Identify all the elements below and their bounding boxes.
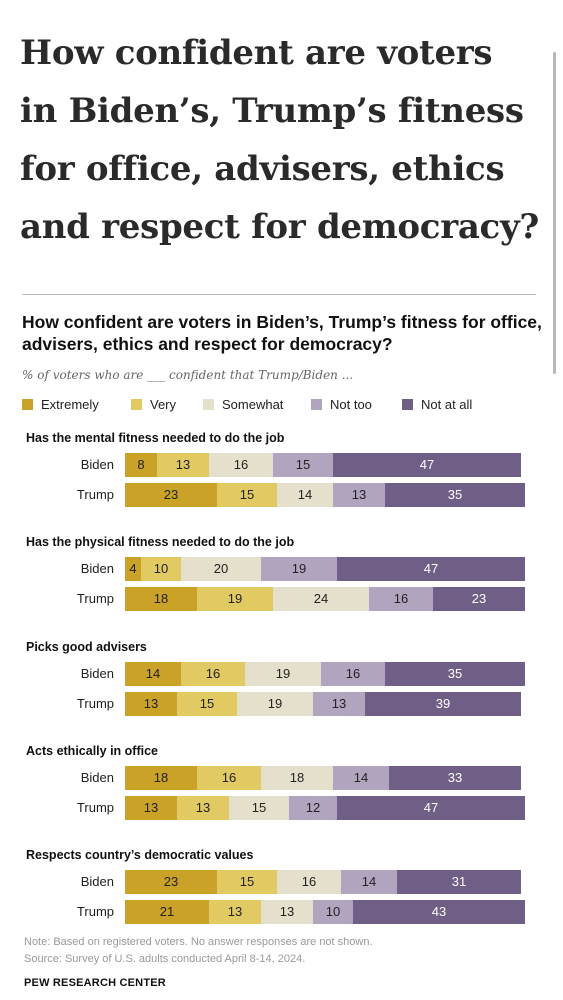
bar-segment-somewhat: 14 xyxy=(277,483,333,507)
headline: How confident are voters in Biden’s, Tru… xyxy=(20,33,540,247)
row-label-trump: Trump xyxy=(76,904,114,919)
group-title: Acts ethically in office xyxy=(26,744,158,758)
bar-segment-not-at-all: 33 xyxy=(389,766,521,790)
bar-row: 8 13 16 15 47 xyxy=(125,453,525,477)
bar-segment-very: 15 xyxy=(217,870,277,894)
bar-segment-not-at-all: 43 xyxy=(353,900,525,924)
bar-segment-very: 16 xyxy=(197,766,261,790)
chart-subtitle: % of voters who are ___ confident that T… xyxy=(22,368,354,382)
bar-segment-not-too: 12 xyxy=(289,796,337,820)
bar-segment-extremely: 18 xyxy=(125,766,197,790)
bar-segment-extremely: 8 xyxy=(125,453,157,477)
brand-label: PEW RESEARCH CENTER xyxy=(24,977,166,989)
row-label-biden: Biden xyxy=(80,666,114,681)
row-label-biden: Biden xyxy=(80,874,114,889)
bar-segment-not-too: 16 xyxy=(321,662,385,686)
bar-segment-very: 10 xyxy=(141,557,181,581)
bar-segment-not-at-all: 47 xyxy=(337,796,525,820)
row-label-biden: Biden xyxy=(80,561,114,576)
legend-item-extremely: Extremely xyxy=(22,397,99,412)
row-label-trump: Trump xyxy=(76,591,114,606)
bar-row: 14 16 19 16 35 xyxy=(125,662,525,686)
bar-row: 18 16 18 14 33 xyxy=(125,766,525,790)
bar-segment-very: 15 xyxy=(217,483,277,507)
bar-segment-somewhat: 19 xyxy=(245,662,321,686)
group-title: Respects country’s democratic values xyxy=(26,848,254,862)
bar-segment-extremely: 13 xyxy=(125,796,177,820)
bar-segment-somewhat: 18 xyxy=(261,766,333,790)
bar-segment-not-too: 15 xyxy=(273,453,333,477)
row-label-trump: Trump xyxy=(76,800,114,815)
legend-swatch xyxy=(22,399,33,410)
bar-segment-very: 13 xyxy=(157,453,209,477)
group-title: Has the physical fitness needed to do th… xyxy=(26,535,295,549)
bar-row: 23 15 14 13 35 xyxy=(125,483,525,507)
bar-segment-very: 13 xyxy=(209,900,261,924)
bar-row: 18 19 24 16 23 xyxy=(125,587,525,611)
legend-item-very: Very xyxy=(131,397,176,412)
legend-label: Not too xyxy=(330,397,372,412)
bar-segment-not-too: 13 xyxy=(333,483,385,507)
bar-segment-very: 13 xyxy=(177,796,229,820)
legend-label: Not at all xyxy=(421,397,473,412)
bar-segment-not-too: 10 xyxy=(313,900,353,924)
legend-item-somewhat: Somewhat xyxy=(203,397,283,412)
bar-segment-very: 15 xyxy=(177,692,237,716)
bar-segment-not-at-all: 47 xyxy=(333,453,521,477)
legend-swatch xyxy=(203,399,214,410)
chart-source: Source: Survey of U.S. adults conducted … xyxy=(24,953,306,965)
scrollbar[interactable] xyxy=(553,52,556,374)
bar-row: 23 15 16 14 31 xyxy=(125,870,525,894)
group-title: Picks good advisers xyxy=(26,640,147,654)
bar-segment-extremely: 13 xyxy=(125,692,177,716)
bar-segment-extremely: 23 xyxy=(125,870,217,894)
bar-segment-extremely: 21 xyxy=(125,900,209,924)
row-label-biden: Biden xyxy=(80,770,114,785)
bar-segment-extremely: 23 xyxy=(125,483,217,507)
legend-item-not-too: Not too xyxy=(311,397,372,412)
legend-swatch xyxy=(311,399,322,410)
bar-segment-not-at-all: 23 xyxy=(433,587,525,611)
chart-note: Note: Based on registered voters. No ans… xyxy=(24,936,373,948)
bar-segment-extremely: 14 xyxy=(125,662,181,686)
legend-label: Very xyxy=(150,397,177,412)
bar-row: 21 13 13 10 43 xyxy=(125,900,525,924)
row-label-trump: Trump xyxy=(76,487,114,502)
bar-segment-not-too: 19 xyxy=(261,557,337,581)
bar-segment-not-at-all: 35 xyxy=(385,662,525,686)
bar-segment-not-too: 16 xyxy=(369,587,433,611)
legend-item-not-at-all: Not at all xyxy=(402,397,472,412)
bar-row: 13 13 15 12 47 xyxy=(125,796,525,820)
bar-segment-somewhat: 24 xyxy=(273,587,369,611)
bar-segment-somewhat: 13 xyxy=(261,900,313,924)
bar-segment-not-at-all: 39 xyxy=(365,692,521,716)
bar-segment-not-at-all: 31 xyxy=(397,870,521,894)
bar-segment-extremely: 4 xyxy=(125,557,141,581)
legend-label: Extremely xyxy=(41,397,99,412)
divider xyxy=(22,294,536,295)
chart-title: How confident are voters in Biden’s, Tru… xyxy=(22,312,542,354)
bar-segment-not-at-all: 47 xyxy=(337,557,525,581)
bar-segment-not-at-all: 35 xyxy=(385,483,525,507)
row-label-trump: Trump xyxy=(76,696,114,711)
bar-segment-somewhat: 20 xyxy=(181,557,261,581)
chart-legend: Extremely Very Somewhat Not too Not at a… xyxy=(22,397,542,415)
group-title: Has the mental fitness needed to do the … xyxy=(26,431,285,445)
legend-label: Somewhat xyxy=(222,397,284,412)
row-label-biden: Biden xyxy=(80,457,114,472)
bar-row: 13 15 19 13 39 xyxy=(125,692,525,716)
bar-row: 4 10 20 19 47 xyxy=(125,557,525,581)
bar-segment-somewhat: 19 xyxy=(237,692,313,716)
bar-segment-extremely: 18 xyxy=(125,587,197,611)
bar-segment-somewhat: 16 xyxy=(209,453,273,477)
bar-segment-very: 16 xyxy=(181,662,245,686)
bar-segment-not-too: 14 xyxy=(341,870,397,894)
bar-segment-not-too: 14 xyxy=(333,766,389,790)
legend-swatch xyxy=(402,399,413,410)
bar-segment-somewhat: 16 xyxy=(277,870,341,894)
bar-segment-very: 19 xyxy=(197,587,273,611)
legend-swatch xyxy=(131,399,142,410)
bar-segment-not-too: 13 xyxy=(313,692,365,716)
bar-segment-somewhat: 15 xyxy=(229,796,289,820)
